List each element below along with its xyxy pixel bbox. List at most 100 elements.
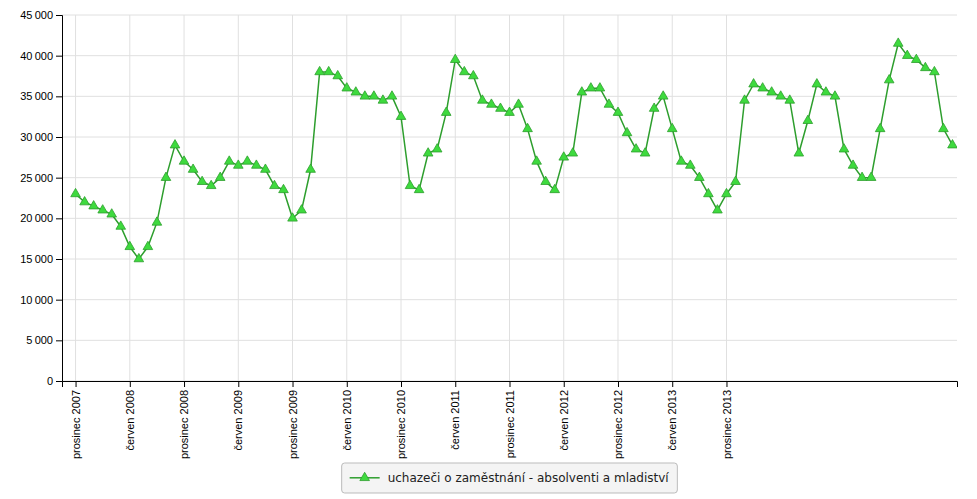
marker xyxy=(324,66,334,74)
marker xyxy=(206,180,216,188)
tick-label: červen 2013 xyxy=(666,390,678,451)
grid-line xyxy=(726,15,727,381)
tick-label: prosinec 2007 xyxy=(70,390,82,459)
marker xyxy=(731,176,741,184)
marker xyxy=(649,103,659,111)
marker xyxy=(478,95,488,103)
grid-line xyxy=(292,15,293,381)
marker xyxy=(98,205,108,213)
marker xyxy=(604,99,614,107)
marker xyxy=(342,83,352,91)
tick-mark xyxy=(510,381,511,387)
grid-line xyxy=(129,15,130,381)
marker xyxy=(496,103,506,111)
marker xyxy=(695,172,705,180)
marker xyxy=(405,180,415,188)
marker xyxy=(261,164,271,172)
marker xyxy=(704,188,714,196)
tick-mark xyxy=(347,381,348,387)
marker xyxy=(369,91,379,99)
tick-label: prosinec 2008 xyxy=(178,390,190,459)
tick-label: 5 000 xyxy=(26,334,53,346)
tick-label: červen 2011 xyxy=(449,390,461,450)
marker xyxy=(586,83,596,91)
marker xyxy=(116,221,126,229)
tick-mark xyxy=(56,300,62,301)
marker xyxy=(631,144,641,152)
grid xyxy=(62,15,957,381)
tick: červen 2012 xyxy=(558,381,570,451)
plot: prosinec 2007červen 2008prosinec 2008čer… xyxy=(20,9,957,459)
marker xyxy=(676,156,686,164)
marker xyxy=(170,140,180,148)
marker xyxy=(387,91,397,99)
marker xyxy=(713,205,723,213)
marker xyxy=(243,156,253,164)
marker xyxy=(459,66,469,74)
marker xyxy=(179,156,189,164)
grid-line xyxy=(563,15,564,381)
marker xyxy=(224,156,234,164)
tick-mark xyxy=(56,56,62,57)
marker xyxy=(450,54,460,62)
tick-label: prosinec 2013 xyxy=(720,390,732,459)
tick-mark xyxy=(401,381,402,387)
marker xyxy=(839,144,849,152)
tick-label: prosinec 2012 xyxy=(612,390,624,459)
tick-mark xyxy=(56,178,62,179)
marker xyxy=(821,87,831,95)
tick-label: 0 xyxy=(47,375,53,387)
tick-label: 30 000 xyxy=(20,131,53,143)
marker xyxy=(532,156,542,164)
marker xyxy=(893,38,903,46)
tick-mark xyxy=(56,218,62,219)
marker xyxy=(279,184,289,192)
marker xyxy=(767,87,777,95)
tick-label: červen 2012 xyxy=(558,390,570,451)
marker xyxy=(830,91,840,99)
grid-line xyxy=(75,15,76,381)
tick-label: 15 000 xyxy=(20,253,53,265)
marker xyxy=(866,172,876,180)
marker xyxy=(785,95,795,103)
tick-mark xyxy=(293,381,294,387)
marker xyxy=(550,184,560,192)
marker xyxy=(857,172,867,180)
marker xyxy=(948,140,957,148)
marker xyxy=(758,83,768,91)
marker xyxy=(215,172,225,180)
tick: 5 000 xyxy=(26,334,62,346)
tick: 25 000 xyxy=(20,172,62,184)
tick: prosinec 2012 xyxy=(612,381,624,459)
marker xyxy=(441,107,451,115)
marker xyxy=(848,160,858,168)
x-axis: prosinec 2007červen 2008prosinec 2008čer… xyxy=(63,381,958,459)
tick-label: 35 000 xyxy=(20,90,53,102)
marker xyxy=(514,99,524,107)
grid-line xyxy=(238,15,239,381)
marker xyxy=(749,79,759,87)
tick: červen 2011 xyxy=(449,381,461,450)
tick-mark xyxy=(130,381,131,387)
marker xyxy=(80,197,90,205)
tick-label: červen 2009 xyxy=(232,390,244,451)
axis-line xyxy=(63,382,958,388)
marker xyxy=(812,79,822,87)
tick-mark xyxy=(56,15,62,16)
tick: 45 000 xyxy=(20,9,62,21)
marker xyxy=(921,62,931,70)
grid-line xyxy=(617,15,618,381)
tick: 0 xyxy=(47,375,62,387)
marker xyxy=(930,66,940,74)
marker xyxy=(622,127,632,135)
marker xyxy=(505,107,515,115)
marker xyxy=(423,148,433,156)
marker xyxy=(722,188,732,196)
marker xyxy=(776,91,786,99)
tick-mark xyxy=(56,137,62,138)
axis-line xyxy=(56,16,63,382)
tick: červen 2013 xyxy=(666,381,678,451)
marker xyxy=(134,253,144,261)
marker xyxy=(396,111,406,119)
legend: uchazeči o zaměstnání - absolventi a mla… xyxy=(342,463,678,493)
